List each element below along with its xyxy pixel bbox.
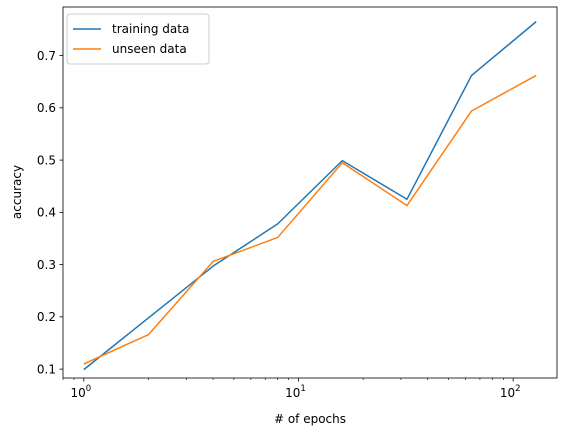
x-axis-ticks: 100 101 102 (70, 378, 521, 400)
data-point (83, 369, 85, 371)
series-line-unseen-data (83, 74, 537, 365)
legend-box (66, 13, 210, 65)
y-tick-label: 0.5 (37, 153, 56, 167)
x-tick-label: 102 (500, 384, 521, 400)
legend: training data unseen data (66, 13, 210, 65)
x-tick-label: 100 (70, 384, 91, 400)
data-point (406, 198, 408, 200)
x-minor-ticks (62, 378, 504, 380)
data-point (471, 75, 473, 77)
series-line-training-data (83, 21, 537, 371)
data-point (277, 223, 279, 225)
data-point (406, 205, 408, 207)
y-tick-label: 0.6 (37, 101, 56, 115)
data-point (471, 110, 473, 112)
data-point (212, 265, 214, 267)
data-point (212, 261, 214, 263)
data-point (148, 317, 150, 319)
data-point (535, 21, 537, 23)
y-tick-label: 0.2 (37, 310, 56, 324)
y-axis-ticks: 0.1 0.2 0.3 0.4 0.5 0.6 0.7 (37, 49, 63, 376)
series-lines (83, 21, 537, 371)
y-axis-label: accuracy (10, 165, 24, 219)
data-point (277, 237, 279, 239)
data-point (83, 363, 85, 365)
y-tick-label: 0.7 (37, 49, 56, 63)
data-point (342, 160, 344, 162)
data-point (342, 162, 344, 164)
y-tick-label: 0.1 (37, 362, 56, 376)
data-point (535, 75, 537, 77)
legend-label: unseen data (112, 42, 187, 56)
data-point (148, 334, 150, 336)
legend-label: training data (112, 22, 189, 36)
y-tick-label: 0.3 (37, 258, 56, 272)
x-tick-label: 101 (285, 384, 306, 400)
x-axis-label: # of epochs (274, 412, 346, 426)
y-tick-label: 0.4 (37, 206, 56, 220)
